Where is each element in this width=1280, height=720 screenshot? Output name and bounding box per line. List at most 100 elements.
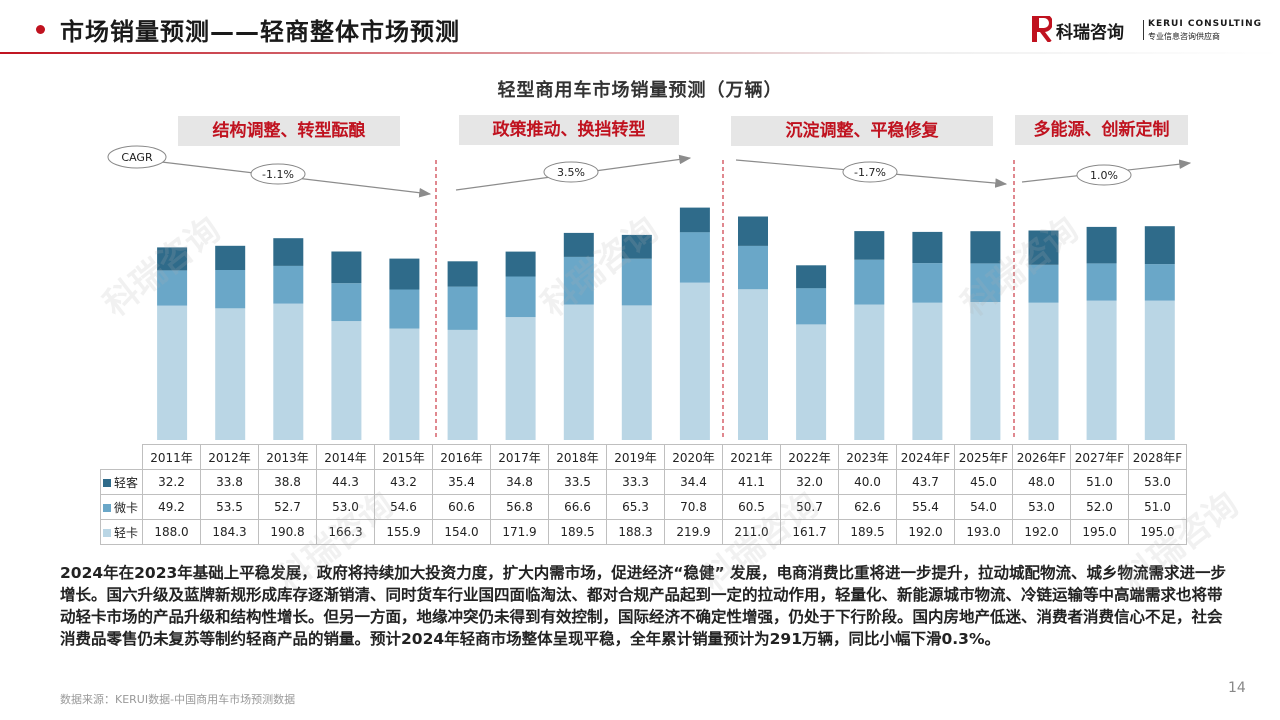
bar-segment-weika (679, 232, 710, 283)
phase-label-4: 多能源、创新定制 (1015, 115, 1188, 145)
table-cell: 70.8 (664, 494, 723, 520)
data-table: 2011年 2012年 2013年 2014年 2015年 2016年 2017… (100, 444, 1187, 545)
bar-segment-qingke (563, 232, 594, 257)
year-header: 2028年F (1128, 444, 1187, 470)
bar-segment-qingka (215, 308, 246, 440)
year-header: 2019年 (606, 444, 665, 470)
bar-segment-weika (215, 270, 246, 309)
cagr-bubble (1076, 164, 1132, 186)
table-header-row: 2011年 2012年 2013年 2014年 2015年 2016年 2017… (101, 444, 1187, 470)
legend-cell: 微卡 (100, 494, 143, 520)
phase-label-2: 政策推动、换挡转型 (459, 115, 679, 145)
table-cell: 40.0 (838, 469, 897, 495)
legend-label: 轻客 (114, 475, 139, 490)
bar-segment-qingke (157, 247, 188, 271)
table-cell: 34.4 (664, 469, 723, 495)
year-header: 2012年 (200, 444, 259, 470)
table-cell: 33.3 (606, 469, 665, 495)
bar-segment-weika (563, 256, 594, 305)
bars-layer (157, 207, 1175, 440)
table-cell: 53.5 (200, 494, 259, 520)
table-cell: 56.8 (490, 494, 549, 520)
table-cell: 38.8 (258, 469, 317, 495)
table-cell: 34.8 (490, 469, 549, 495)
year-header: 2021年 (722, 444, 781, 470)
table-cell: 62.6 (838, 494, 897, 520)
bar-segment-weika (621, 258, 652, 306)
table-cell: 49.2 (142, 494, 201, 520)
table-cell: 43.2 (374, 469, 433, 495)
bar-segment-qingka (1028, 302, 1059, 440)
header-divider (0, 52, 1280, 54)
header: 市场销量预测——轻商整体市场预测 科瑞咨询 KERUI CONSULTING 专… (0, 0, 1280, 56)
table-cell: 193.0 (954, 519, 1013, 545)
phase-label-1: 结构调整、转型酝酿 (178, 116, 400, 146)
bar-segment-qingke (679, 207, 710, 233)
table-cell: 195.0 (1128, 519, 1187, 545)
bar-segment-qingke (854, 231, 885, 260)
logo-english-name: KERUI CONSULTING (1148, 19, 1263, 29)
table-body: 轻客 32.2 33.8 38.8 44.3 43.2 35.4 34.8 33.5 33.3 34… (100, 469, 1187, 545)
analysis-paragraph: 2024年在2023年基础上平稳发展，政府将持续加大投资力度，扩大内需市场，促进… (60, 564, 1227, 648)
bar-segment-qingka (389, 328, 420, 440)
year-header: 2023年 (838, 444, 897, 470)
year-header: 2016年 (432, 444, 491, 470)
bar-segment-qingke (1144, 226, 1175, 265)
bar-segment-qingke (215, 245, 246, 270)
page-number: 14 (1228, 680, 1246, 696)
bar-segment-qingke (389, 258, 420, 290)
bar-segment-weika (273, 265, 304, 304)
table-cell: 53.0 (1128, 469, 1187, 495)
bar-segment-weika (1144, 264, 1175, 301)
logo-separator (1143, 20, 1144, 40)
table-cell: 219.9 (664, 519, 723, 545)
table-cell: 41.1 (722, 469, 781, 495)
bar-segment-qingka (563, 304, 594, 440)
bar-segment-weika (157, 270, 188, 306)
logo-tagline: 专业信息咨询供应商 (1148, 32, 1220, 41)
bar-segment-qingke (970, 231, 1001, 264)
cagr-label: CAGR (121, 151, 153, 164)
year-header: 2022年 (780, 444, 839, 470)
year-header: 2026年F (1012, 444, 1071, 470)
table-cell: 54.6 (374, 494, 433, 520)
table-cell: 184.3 (200, 519, 259, 545)
legend-swatch (103, 504, 111, 512)
table-cell: 44.3 (316, 469, 375, 495)
bar-segment-qingka (1086, 300, 1117, 440)
table-cell: 195.0 (1070, 519, 1129, 545)
table-cell: 190.8 (258, 519, 317, 545)
cagr-value: 1.0% (1090, 169, 1118, 182)
legend-cell: 轻卡 (100, 519, 143, 545)
bar-segment-qingke (796, 265, 827, 289)
table-cell: 161.7 (780, 519, 839, 545)
stacked-bar-chart: CAGR -1.1% 3.5% -1.7% 1.0% (107, 145, 1192, 440)
table-cell: 33.8 (200, 469, 259, 495)
bar-segment-weika (1086, 263, 1117, 301)
table-row-qingke: 轻客 32.2 33.8 38.8 44.3 43.2 35.4 34.8 33.5 33.3 34… (100, 469, 1187, 495)
year-header: 2025年F (954, 444, 1013, 470)
bar-segment-qingke (912, 231, 943, 264)
year-header: 2011年 (142, 444, 201, 470)
year-header: 2017年 (490, 444, 549, 470)
page-title: 市场销量预测——轻商整体市场预测 (60, 18, 460, 46)
table-cell: 189.5 (838, 519, 897, 545)
year-header: 2027年F (1070, 444, 1129, 470)
bar-segment-qingka (738, 289, 768, 440)
table-cell: 45.0 (954, 469, 1013, 495)
bar-segment-qingka (505, 317, 536, 440)
bar-segment-qingka (796, 324, 827, 440)
legend-cell: 轻客 (100, 469, 143, 495)
bar-segment-weika (796, 288, 827, 325)
bar-segment-qingke (273, 238, 304, 266)
year-header: 2014年 (316, 444, 375, 470)
cagr-bubble (543, 161, 599, 183)
bar-segment-qingka (621, 305, 652, 440)
table-cell: 192.0 (1012, 519, 1071, 545)
bar-segment-qingka (447, 329, 478, 440)
table-cell: 54.0 (954, 494, 1013, 520)
table-cell: 52.7 (258, 494, 317, 520)
cagr-bubble (842, 161, 898, 183)
bar-segment-qingke (738, 216, 768, 246)
table-cell: 65.3 (606, 494, 665, 520)
